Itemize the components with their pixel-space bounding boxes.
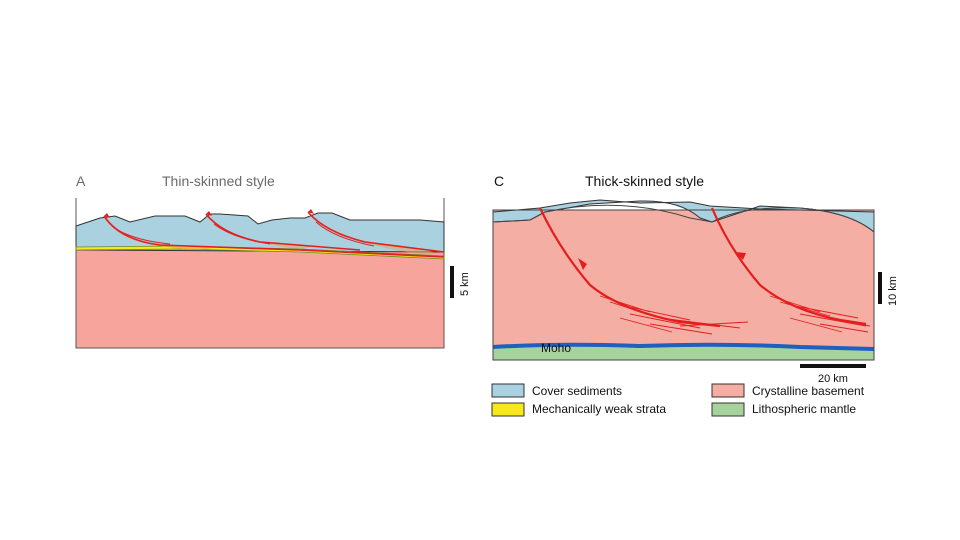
legend-swatch-lithospheric-mantle: [711, 402, 745, 417]
panel-c: C Thick-skinned style Moho: [492, 173, 899, 385]
panel-a: A Thin-skinned style 5 km: [75, 173, 471, 349]
panel-c-moho-label: Moho: [541, 341, 571, 355]
panel-a-fault-3: [307, 211, 445, 253]
panel-c-fault-1-arrow: [578, 258, 587, 270]
panel-a-fault-3b: [315, 221, 375, 247]
legend-label-cover-sediments: Cover sediments: [532, 384, 622, 398]
panel-c-vertical-scale-bar: [878, 272, 882, 304]
panel-a-arrow-3: [308, 209, 314, 214]
legend-swatch-cover-sediments: [491, 383, 525, 398]
legend-swatch-weak-strata: [491, 402, 525, 417]
panel-a-arrow-2: [206, 211, 212, 216]
panel-a-letter: A: [76, 173, 86, 189]
panel-a-scale-bar: [450, 266, 454, 298]
panel-c-horizontal-scale-label: 20 km: [818, 373, 848, 385]
panel-a-cover-sediments: [75, 212, 445, 253]
panel-c-basement-contact: [492, 204, 875, 233]
panel-a-fault-1b: [111, 225, 171, 245]
panel-c-moho-line: [492, 342, 875, 351]
panel-c-vertical-scale-label: 10 km: [887, 276, 899, 306]
panel-c-frame: [492, 209, 875, 361]
panel-c-title: Thick-skinned style: [585, 173, 704, 189]
panel-c-horizontal-scale-bar: [800, 364, 866, 368]
panel-c-letter: C: [494, 173, 504, 189]
panel-a-arrow-1: [104, 213, 110, 218]
legend-swatch-crystalline-basement: [711, 383, 745, 398]
panel-c-fault-2: [710, 207, 867, 326]
panel-c-fault-1-shear-zone: [599, 295, 749, 335]
panel-c-mantle: [493, 344, 874, 360]
legend-label-weak-strata: Mechanically weak strata: [532, 402, 666, 416]
legend: Cover sediments Crystalline basement Mec…: [491, 383, 865, 417]
legend-label-crystalline-basement: Crystalline basement: [752, 384, 865, 398]
panel-a-fault-1: [103, 215, 445, 258]
panel-a-title: Thin-skinned style: [162, 173, 275, 189]
panel-a-basement: [75, 249, 445, 349]
panel-c-fault-2-shear-zone: [769, 295, 871, 333]
panel-a-fault-2b: [213, 223, 271, 245]
panel-c-fault-2-arrow: [735, 252, 746, 260]
panel-a-scale-label: 5 km: [459, 272, 471, 296]
legend-label-lithospheric-mantle: Lithospheric mantle: [752, 402, 856, 416]
panel-c-basement: [493, 210, 874, 360]
